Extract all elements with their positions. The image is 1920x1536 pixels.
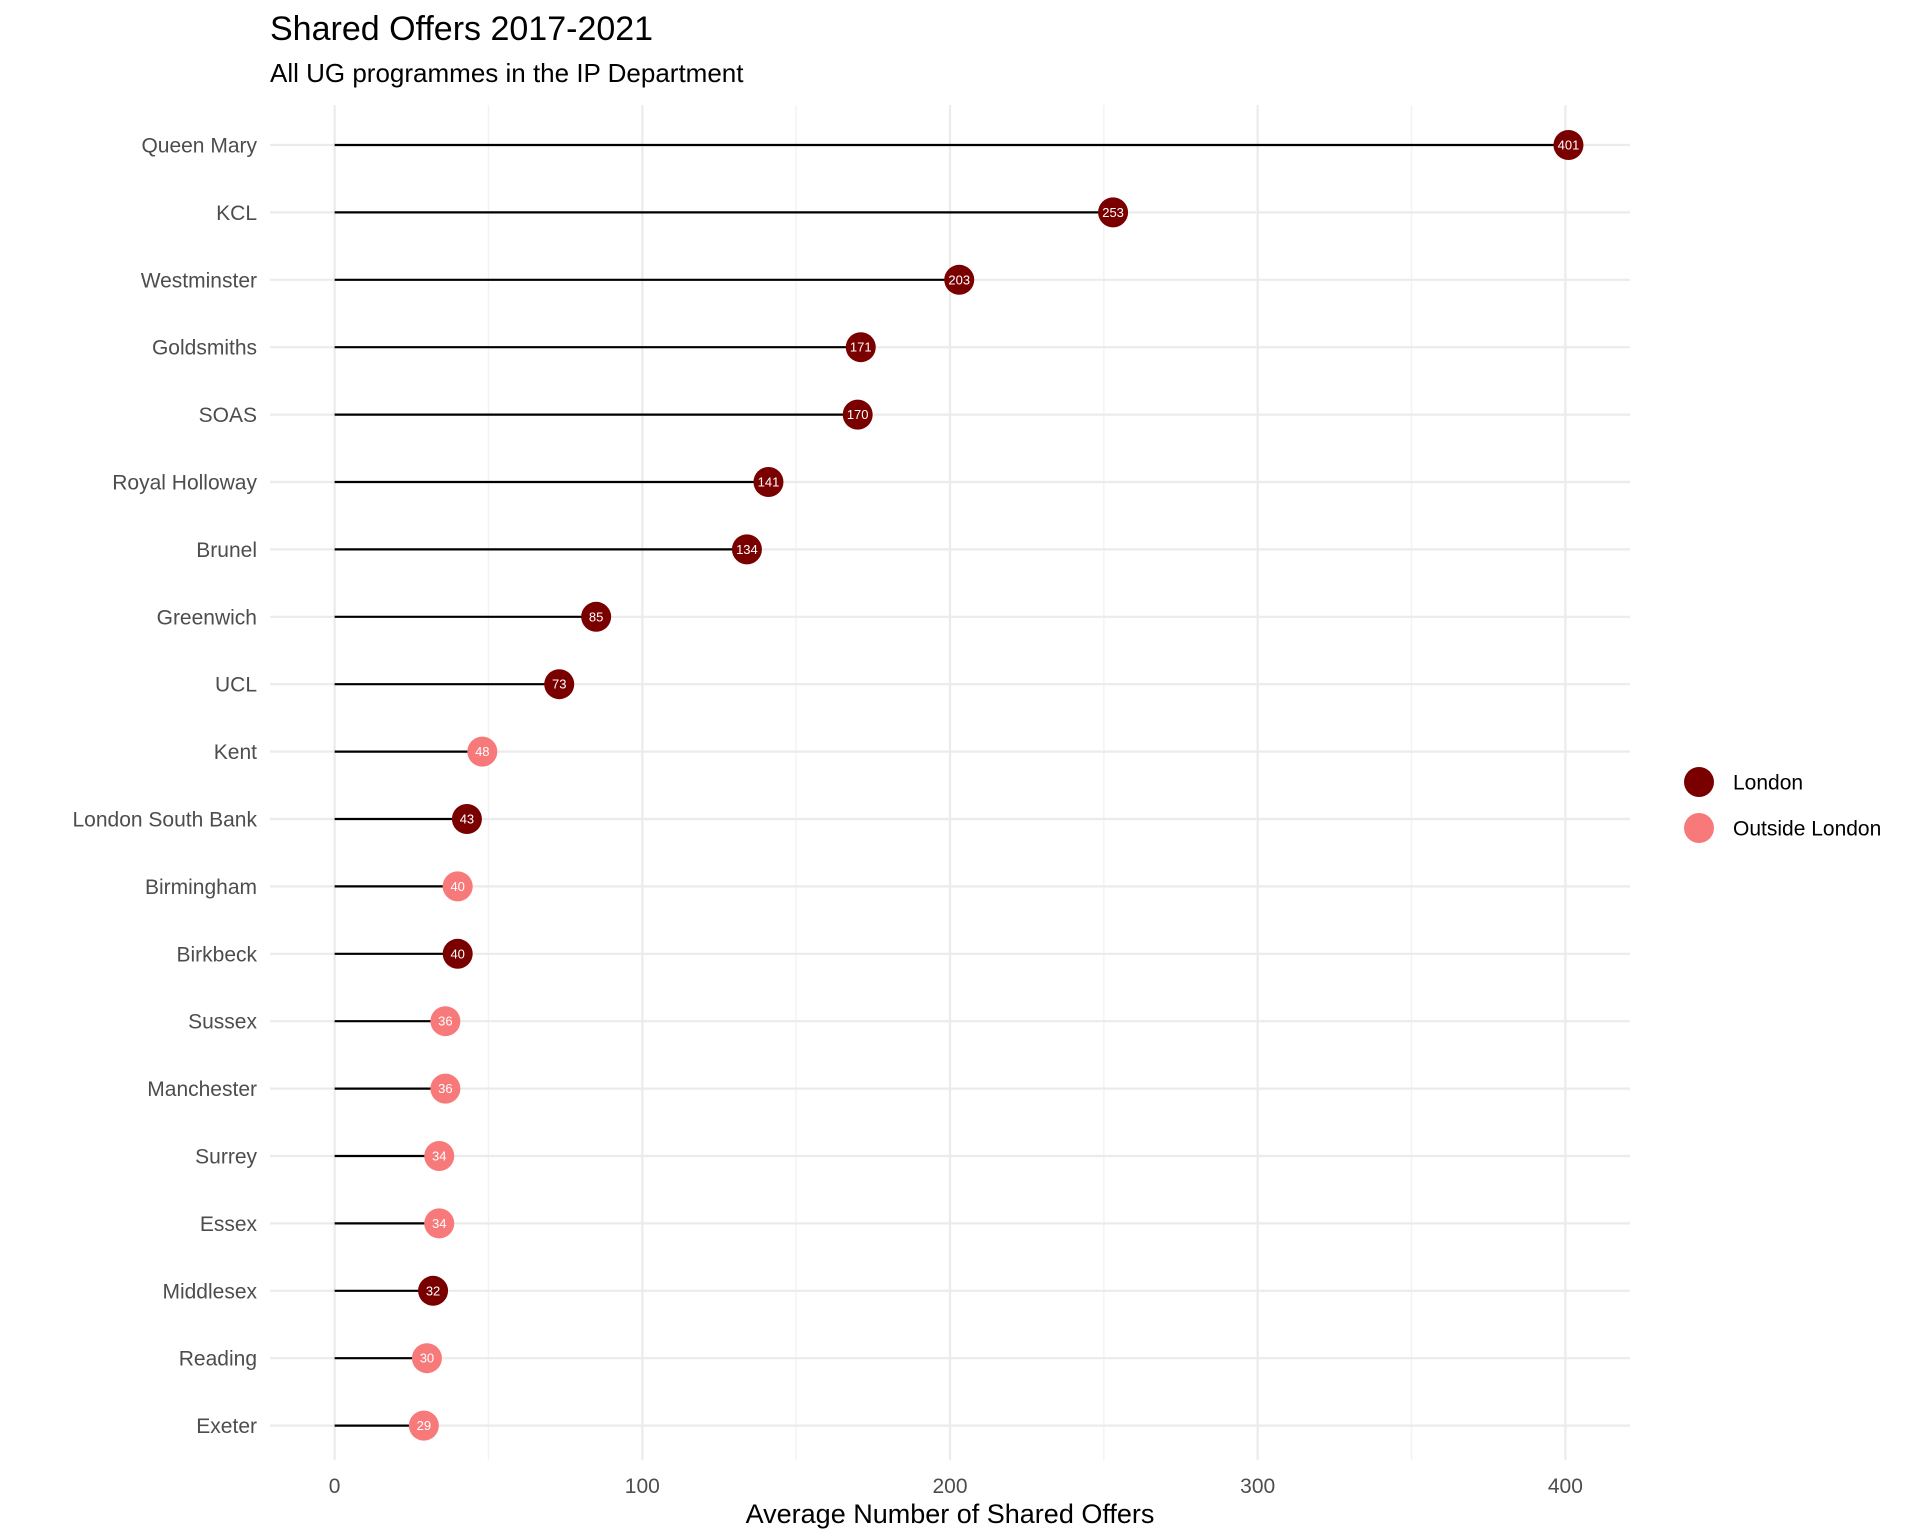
- y-tick-label: Greenwich: [157, 606, 257, 629]
- data-point: [731, 534, 762, 565]
- y-tick-label: Birkbeck: [176, 943, 257, 966]
- y-tick-label: Westminster: [141, 269, 257, 292]
- y-tick-label: Kent: [214, 741, 257, 764]
- data-point: [424, 1208, 455, 1239]
- legend-label: Outside London: [1733, 818, 1881, 841]
- data-point: [944, 264, 975, 295]
- data-label: 48: [475, 744, 489, 759]
- y-tick-label: Exeter: [196, 1415, 257, 1438]
- grid: [270, 105, 1630, 1460]
- data-label: 30: [420, 1351, 434, 1366]
- y-tick-label: Royal Holloway: [112, 472, 257, 495]
- data-point: [430, 1006, 461, 1037]
- data-label: 43: [460, 812, 474, 827]
- x-axis-title: Average Number of Shared Offers: [746, 1499, 1155, 1529]
- data-label: 34: [432, 1149, 446, 1164]
- data-point: [467, 736, 498, 767]
- data-label: 40: [450, 946, 464, 961]
- data-point: [451, 804, 482, 834]
- y-axis-labels: Queen Mary KCL Westminster Goldsmiths SOAS Ro…: [73, 135, 258, 1439]
- data-point: [424, 1141, 455, 1171]
- x-tick-label: 300: [1240, 1475, 1275, 1498]
- y-tick-label: Birmingham: [145, 876, 257, 899]
- data-point: [842, 399, 873, 430]
- x-axis-labels: 0 100 200 300 400: [329, 1475, 1583, 1498]
- x-tick-label: 400: [1548, 1475, 1583, 1498]
- y-tick-label: Surrey: [195, 1146, 257, 1169]
- data-point: [418, 1275, 449, 1306]
- y-tick-label: SOAS: [199, 404, 257, 427]
- x-tick-label: 100: [625, 1475, 660, 1498]
- data-point: [753, 467, 784, 497]
- data-point: [408, 1410, 439, 1441]
- y-tick-label: Goldsmiths: [152, 337, 257, 360]
- legend-key: [1684, 767, 1714, 797]
- legend-label: London: [1733, 772, 1803, 795]
- data-label: 170: [847, 407, 869, 422]
- legend: London Outside London: [1684, 767, 1881, 843]
- data-label: 40: [450, 879, 464, 894]
- y-tick-label: Brunel: [196, 539, 257, 562]
- data-label: 203: [948, 272, 970, 287]
- x-tick-label: 0: [329, 1475, 341, 1498]
- data-point: [1098, 197, 1129, 228]
- data-point: [581, 601, 612, 632]
- y-tick-label: London South Bank: [73, 809, 258, 832]
- y-tick-label: Middlesex: [162, 1280, 257, 1303]
- data-label: 29: [417, 1418, 431, 1433]
- data-point: [544, 669, 575, 700]
- data-label: 73: [552, 677, 566, 692]
- data-point: [442, 938, 473, 969]
- data-point: [845, 332, 876, 363]
- data-label: 36: [438, 1081, 452, 1096]
- data-label: 134: [736, 542, 758, 557]
- data-label: 32: [426, 1283, 440, 1298]
- legend-key: [1684, 813, 1714, 843]
- y-tick-label: KCL: [216, 202, 257, 225]
- chart-subtitle: All UG programmes in the IP Department: [270, 58, 744, 88]
- x-tick-label: 200: [932, 1475, 967, 1498]
- data-point: [442, 871, 473, 902]
- data-label: 36: [438, 1014, 452, 1029]
- y-tick-label: Reading: [179, 1348, 257, 1371]
- data-point: [1553, 130, 1584, 160]
- y-tick-label: Essex: [200, 1213, 258, 1236]
- chart-title: Shared Offers 2017-2021: [270, 10, 653, 48]
- data-label: 401: [1558, 138, 1580, 153]
- data-point: [411, 1343, 442, 1374]
- y-tick-label: Queen Mary: [141, 135, 257, 158]
- data-label: 141: [758, 475, 780, 490]
- data-label: 34: [432, 1216, 446, 1231]
- data-point: [430, 1073, 461, 1104]
- stems: [334, 143, 1569, 1427]
- y-tick-label: UCL: [215, 674, 257, 697]
- points: 401 253 203 171 170 141 134 85 73 48 43 40 40 36 36 34 3…: [408, 130, 1584, 1441]
- y-tick-label: Manchester: [147, 1078, 257, 1101]
- data-label: 171: [850, 340, 872, 355]
- data-label: 85: [589, 609, 603, 624]
- y-tick-label: Sussex: [188, 1011, 257, 1034]
- data-label: 253: [1102, 205, 1124, 220]
